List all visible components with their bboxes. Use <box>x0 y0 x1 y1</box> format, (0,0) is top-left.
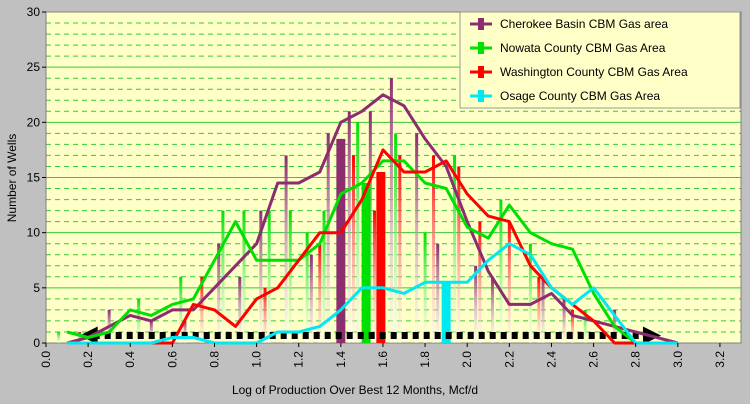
histogram-bar <box>562 298 566 343</box>
histogram-bar <box>436 243 440 343</box>
series-line <box>67 148 678 345</box>
highlight-bar <box>336 138 346 343</box>
y-tick-label: 10 <box>27 226 41 240</box>
histogram-bar <box>78 331 82 343</box>
histogram-bar <box>499 199 503 343</box>
x-tick-label: 2.2 <box>502 351 516 368</box>
histogram-bar <box>507 221 511 343</box>
legend-box <box>459 11 741 109</box>
x-tick-label: 1.4 <box>334 351 348 368</box>
histogram-bar <box>541 276 545 343</box>
legend-marker <box>478 66 484 78</box>
histogram-bar <box>474 265 478 343</box>
legend-label: Osage County CBM Gas Area <box>500 89 660 103</box>
x-tick-label: 0.6 <box>165 351 179 368</box>
x-tick-label: 2.6 <box>587 351 601 368</box>
y-tick-label: 20 <box>27 115 41 129</box>
histogram-bar <box>217 243 221 343</box>
legend-marker <box>478 90 484 102</box>
histogram-bar <box>309 254 313 343</box>
histogram-bar <box>322 210 326 343</box>
histogram-bar <box>57 331 61 343</box>
x-tick-label: 0.8 <box>207 351 221 368</box>
range-arrow-left-head <box>79 326 98 345</box>
legend-label: Nowata County CBM Gas Area <box>500 41 666 55</box>
histogram-bar <box>305 232 309 343</box>
histogram-bar <box>537 276 541 343</box>
histogram-bars <box>57 78 629 343</box>
histogram-bar <box>318 243 322 343</box>
histogram-bar <box>423 232 427 343</box>
histogram-bar <box>490 276 494 343</box>
histogram-bar <box>583 309 587 343</box>
histogram-bar <box>137 298 141 343</box>
series-lines <box>66 93 679 345</box>
histogram-bar <box>284 155 288 343</box>
highlight-bars <box>336 138 451 343</box>
histogram-bar <box>432 155 436 343</box>
y-tick-label: 30 <box>27 5 41 19</box>
highlight-bar <box>361 183 371 343</box>
histogram-bar <box>259 210 263 343</box>
histogram-bar <box>149 320 153 343</box>
histogram-bar <box>200 276 204 343</box>
histogram-bar <box>457 166 461 343</box>
legend-label: Washington County CBM Gas Area <box>500 65 688 79</box>
histogram-bar <box>373 210 377 343</box>
y-axis-ticks: 0 5 10 15 20 25 30 <box>27 5 46 350</box>
histogram-bar <box>263 287 267 343</box>
histogram-bar <box>238 276 242 343</box>
y-axis-title: Number of Wells <box>5 134 19 222</box>
legend: Cherokee Basin CBM Gas area Nowata County… <box>459 11 741 109</box>
legend-label: Cherokee Basin CBM Gas area <box>500 17 668 31</box>
histogram-bar <box>183 320 187 343</box>
x-tick-label: 1.6 <box>376 351 390 368</box>
histogram-bar <box>356 122 360 343</box>
series-line <box>67 242 678 345</box>
histogram-bar <box>415 133 419 343</box>
y-tick-label: 15 <box>27 171 41 185</box>
histogram-bar <box>347 111 351 343</box>
x-tick-label: 3.0 <box>671 351 685 368</box>
histogram-bar <box>389 78 393 343</box>
x-tick-label: 2.4 <box>544 351 558 368</box>
highlight-bar <box>376 171 386 343</box>
x-tick-label: 0.4 <box>123 351 137 368</box>
x-tick-label: 0.0 <box>39 351 53 368</box>
histogram-bar <box>267 210 271 343</box>
legend-marker <box>478 42 484 54</box>
histogram-bar <box>288 210 292 343</box>
x-tick-label: 2.0 <box>460 351 474 368</box>
y-tick-label: 0 <box>33 336 40 350</box>
histogram-bar <box>571 309 575 343</box>
x-axis-ticks: 0.0 0.2 0.4 0.6 0.8 1.0 1.2 1.4 1.6 1.8 2.0 2.2 2.4 2… <box>39 343 727 368</box>
histogram-bar <box>453 155 457 343</box>
histogram-bar <box>242 210 246 343</box>
histogram-bar <box>326 133 330 343</box>
highlight-bar <box>441 282 451 343</box>
y-tick-label: 5 <box>33 281 40 295</box>
y-tick-label: 25 <box>27 60 41 74</box>
x-tick-label: 2.8 <box>629 351 643 368</box>
x-axis-title: Log of Production Over Best 12 Months, M… <box>232 383 478 397</box>
x-tick-label: 1.0 <box>250 351 264 368</box>
x-tick-label: 0.2 <box>81 351 95 368</box>
histogram-bar <box>394 133 398 343</box>
histogram-bar <box>528 243 532 343</box>
series-line <box>66 93 679 345</box>
x-tick-label: 3.2 <box>713 351 727 368</box>
histogram-bar <box>478 221 482 343</box>
legend-marker <box>478 18 484 30</box>
x-tick-label: 1.2 <box>292 351 306 368</box>
histogram-bar <box>398 155 402 343</box>
histogram-bar <box>221 210 225 343</box>
histogram-bar <box>351 155 355 343</box>
x-tick-label: 1.8 <box>418 351 432 368</box>
